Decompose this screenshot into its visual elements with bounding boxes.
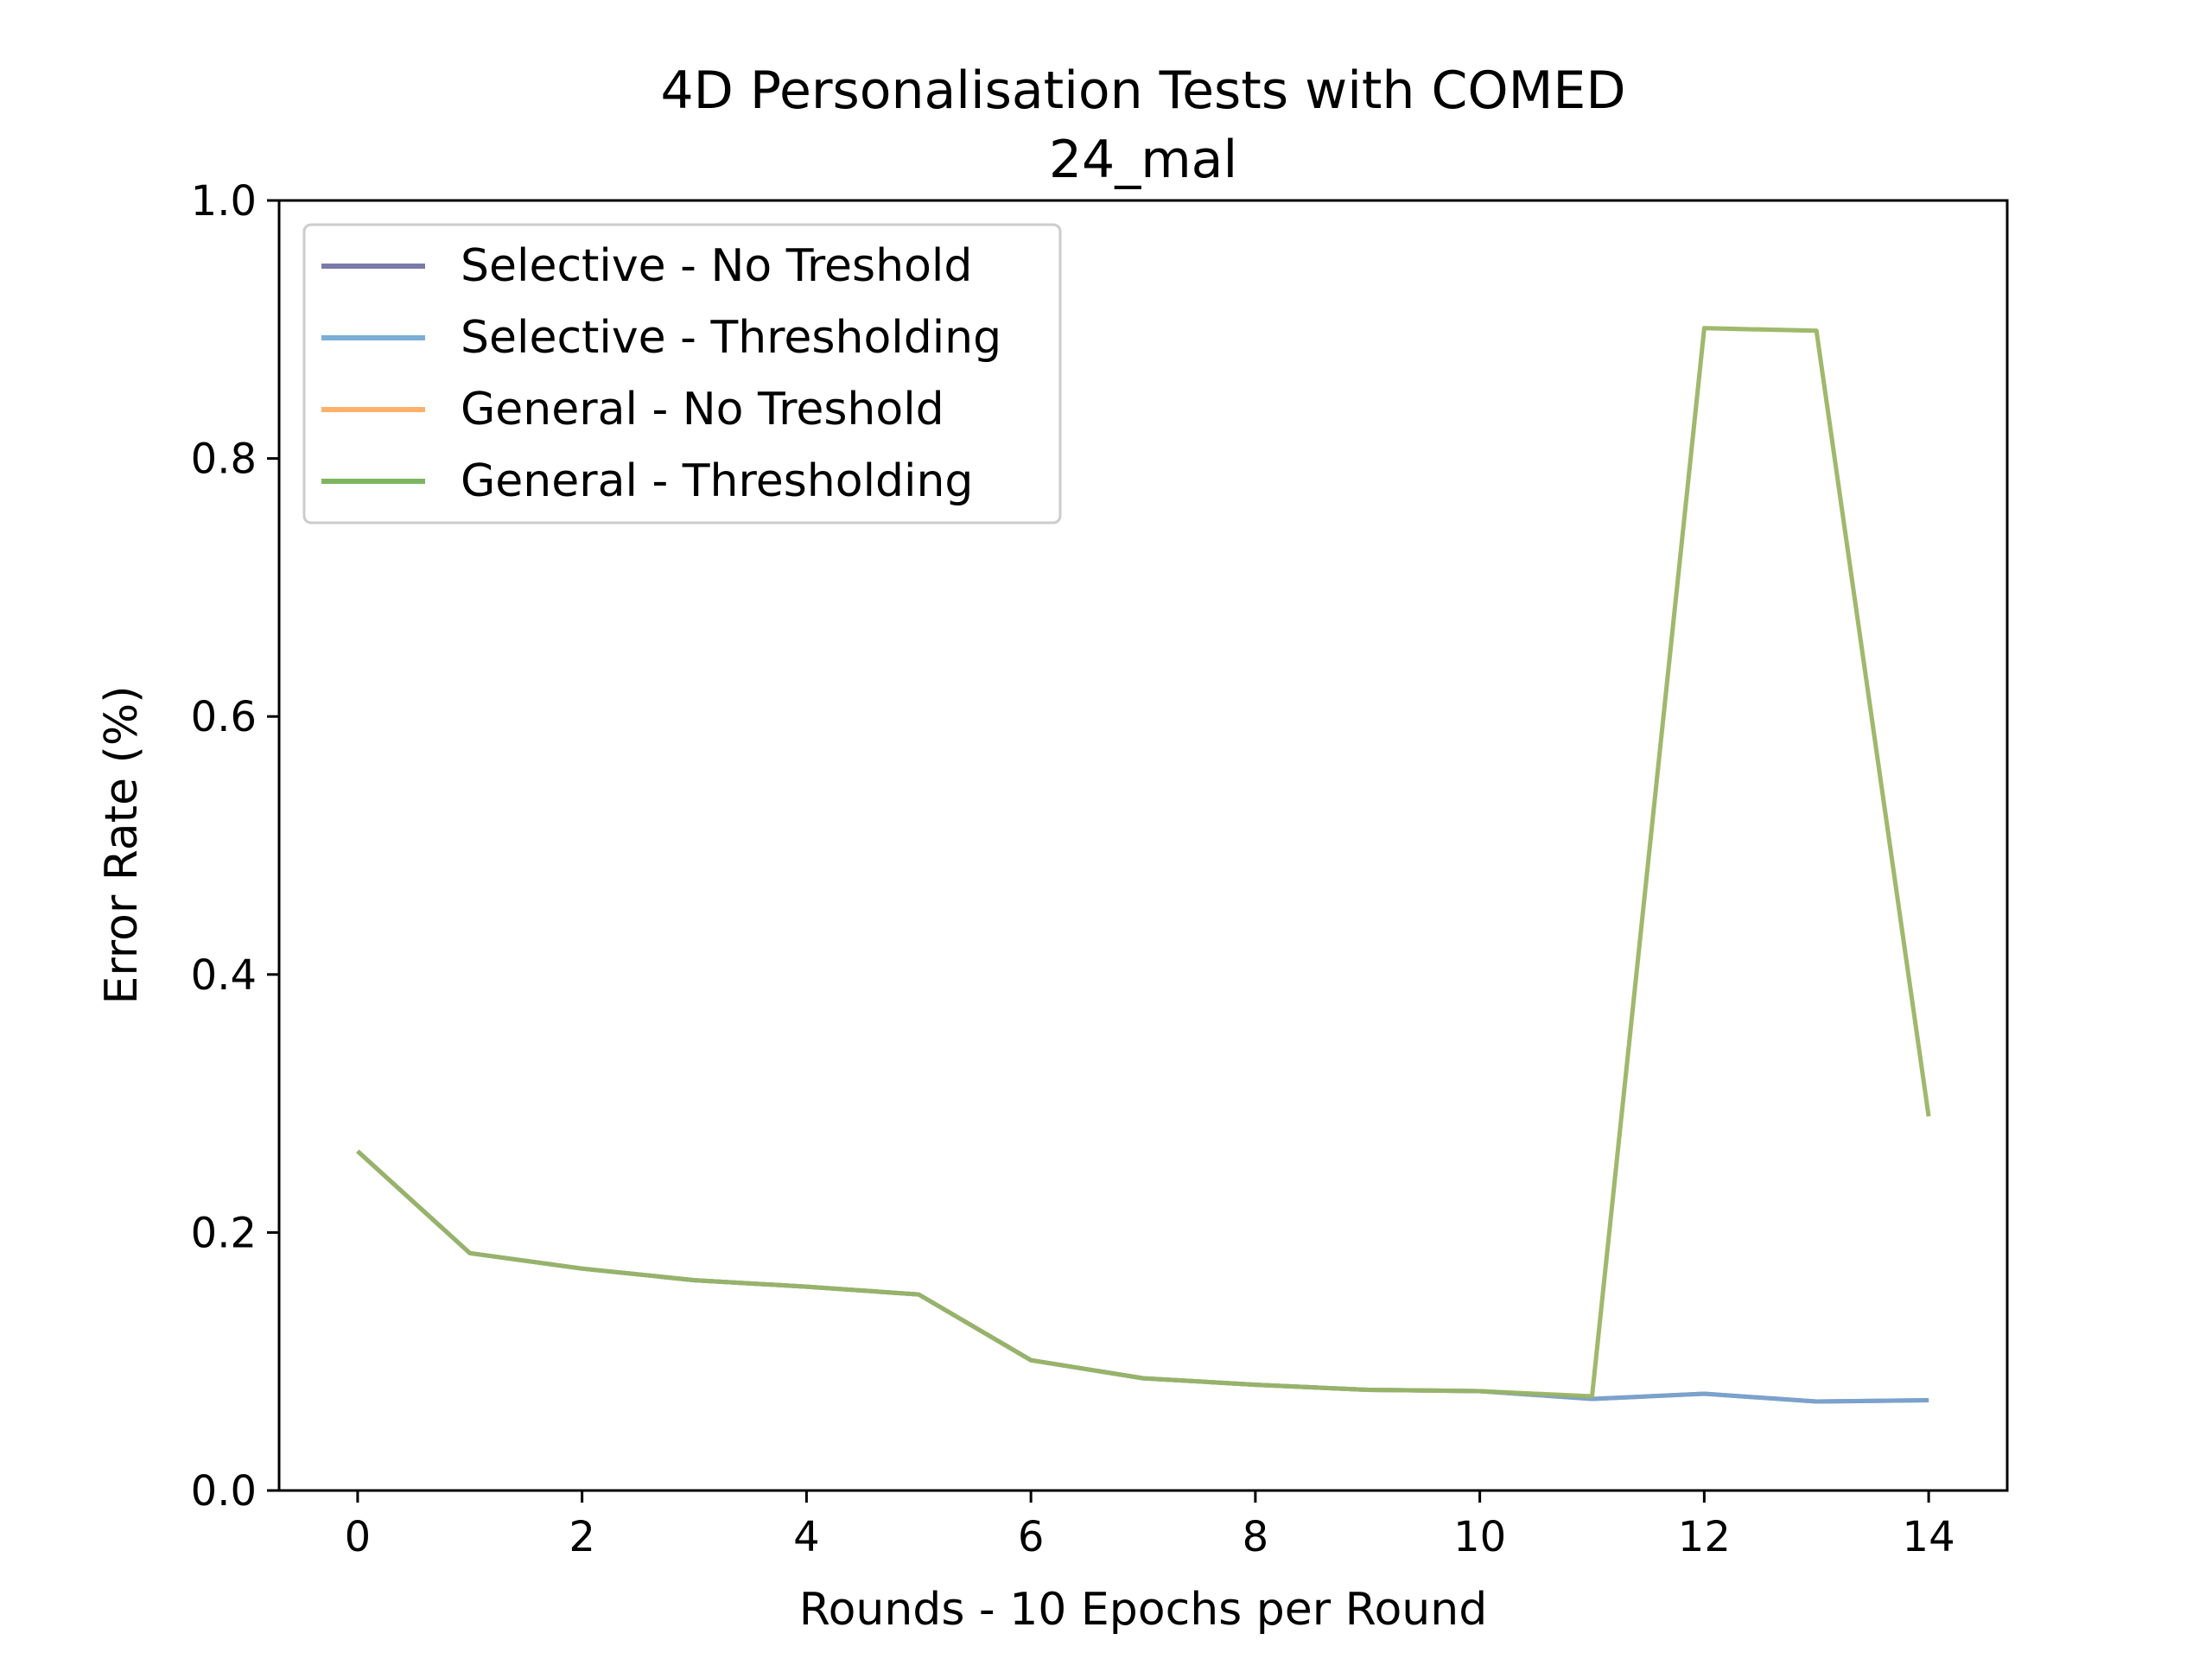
x-axis-label: Rounds - 10 Epochs per Round	[799, 1584, 1487, 1636]
x-tick-label: 8	[1243, 1513, 1269, 1561]
plot-frame	[277, 199, 2009, 1492]
x-axis: 0 2 4 6 8 10 12 14	[345, 1491, 1955, 1561]
x-tick-label: 4	[793, 1513, 820, 1561]
legend: Selective - No Treshold Selective - Thres…	[302, 223, 1062, 524]
y-tick-label: 0.6	[191, 693, 257, 741]
legend-label: Selective - Thresholding	[461, 312, 1001, 364]
y-tick-label: 0.2	[191, 1209, 257, 1257]
chart-subtitle: 24_mal	[1049, 130, 1237, 190]
y-tick-label: 0.0	[191, 1467, 257, 1516]
y-axis: 0.0 0.2 0.4 0.6 0.8 1.0	[191, 177, 279, 1516]
x-tick-label: 2	[569, 1513, 595, 1561]
x-tick-label: 6	[1018, 1513, 1045, 1561]
y-tick-label: 0.8	[191, 435, 257, 484]
x-tick-label: 12	[1678, 1513, 1731, 1561]
legend-label: Selective - No Treshold	[461, 240, 972, 292]
y-axis-label: Error Rate (%)	[96, 685, 148, 1004]
x-tick-label: 10	[1453, 1513, 1506, 1561]
legend-box	[302, 223, 1062, 524]
legend-label: General - Thresholding	[461, 455, 973, 507]
x-tick-label: 0	[345, 1513, 372, 1561]
chart-title: 4D Personalisation Tests with COMED	[660, 60, 1625, 121]
series-line-4	[356, 326, 1931, 1399]
series-layer	[356, 326, 1931, 1404]
legend-entries: Selective - No Treshold Selective - Thres…	[321, 240, 1001, 507]
x-tick-label: 14	[1903, 1513, 1955, 1561]
y-tick-label: 0.4	[191, 951, 257, 1000]
legend-label: General - No Treshold	[461, 384, 944, 435]
y-tick-label: 1.0	[191, 177, 257, 226]
